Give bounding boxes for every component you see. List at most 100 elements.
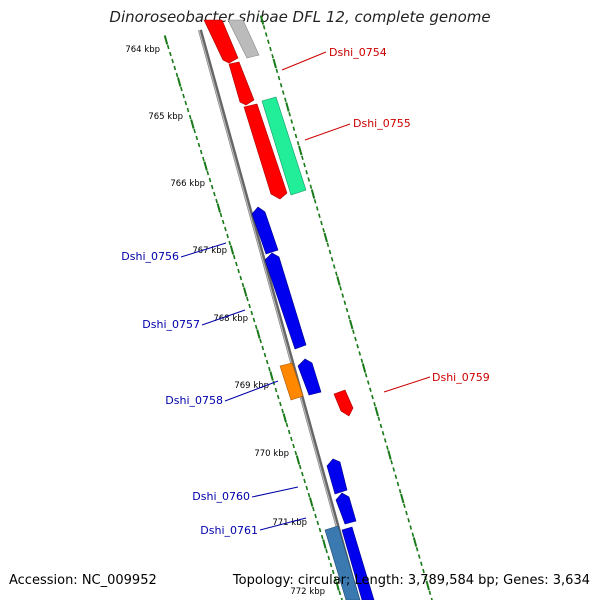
scale-tick-right bbox=[284, 97, 287, 102]
scale-tick-right bbox=[428, 590, 432, 595]
scale-tick-left bbox=[307, 492, 311, 498]
scale-tick-right bbox=[307, 177, 311, 182]
scale-tick-right bbox=[341, 293, 345, 298]
scale-tick-left bbox=[303, 478, 306, 484]
gene-labels: Dshi_0754 Dshi_0755 Dshi_0759 Dshi_0756 … bbox=[121, 46, 489, 537]
scale-tick-right bbox=[420, 561, 423, 566]
scale-label-768: 768 kbp bbox=[213, 314, 248, 324]
gene-feature[interactable] bbox=[261, 96, 307, 196]
scale-tick-right bbox=[277, 75, 281, 81]
scale-tick-right bbox=[361, 363, 367, 373]
scale-tick-right bbox=[267, 39, 270, 44]
scale-tick-left bbox=[254, 324, 258, 330]
scale-label-766: 766 kbp bbox=[170, 179, 205, 189]
scale-tick-left bbox=[163, 35, 169, 45]
scale-tick-right bbox=[310, 189, 316, 199]
scale-tick-left bbox=[193, 128, 196, 134]
gene-feature[interactable] bbox=[341, 526, 375, 600]
scale-tick-right bbox=[371, 394, 374, 400]
scale-label-772: 772 kbp bbox=[290, 587, 325, 597]
scale-tick-left bbox=[239, 275, 243, 281]
scale-tick-left bbox=[206, 170, 210, 176]
scale-tick-left bbox=[219, 212, 223, 218]
scale-tick-left bbox=[295, 455, 301, 465]
scale-tick-left bbox=[298, 464, 302, 470]
scale-tick-right bbox=[369, 387, 372, 392]
scale-tick-right bbox=[328, 249, 332, 255]
gene-feature[interactable] bbox=[228, 61, 255, 106]
scale-tick-left bbox=[316, 520, 320, 526]
scale-tick-right bbox=[403, 503, 406, 508]
scale-tick-left bbox=[314, 513, 317, 519]
scale-tick-right bbox=[405, 510, 408, 516]
scale-tick-right bbox=[290, 119, 294, 124]
gene-feature[interactable] bbox=[264, 252, 307, 350]
gene-label-dshi-0761[interactable]: Dshi_0761 bbox=[200, 524, 258, 537]
scale-tick-left bbox=[294, 450, 298, 456]
scale-tick-right bbox=[288, 112, 291, 117]
scale-tick-left bbox=[325, 548, 328, 554]
scale-tick-left bbox=[279, 401, 282, 407]
scale-tick-right bbox=[303, 162, 306, 168]
scale-tracks bbox=[163, 15, 433, 600]
scale-tick-left bbox=[243, 287, 248, 297]
gene-feature[interactable] bbox=[243, 103, 288, 200]
scale-tick-right bbox=[356, 344, 359, 349]
gene-feature[interactable] bbox=[227, 19, 260, 59]
gene-feature[interactable] bbox=[333, 389, 354, 417]
gene-feature[interactable] bbox=[251, 206, 279, 255]
scale-tick-left bbox=[203, 161, 208, 171]
gene-label-dshi-0758[interactable]: Dshi_0758 bbox=[165, 394, 223, 407]
scale-tick-left bbox=[213, 191, 216, 197]
scale-tick-right bbox=[322, 228, 325, 233]
scale-tick-left bbox=[331, 569, 335, 575]
scale-tick-left bbox=[215, 198, 218, 204]
scale-tick-right bbox=[301, 155, 304, 160]
scale-tick-left bbox=[287, 429, 291, 435]
scale-tick-right bbox=[343, 300, 347, 305]
gene-feature[interactable] bbox=[297, 358, 322, 396]
scale-tick-right bbox=[373, 402, 376, 407]
scale-tick-right bbox=[298, 145, 303, 156]
scale-tick-left bbox=[259, 338, 262, 344]
gene-label-dshi-0755[interactable]: Dshi_0755 bbox=[353, 117, 411, 130]
scale-tick-right bbox=[425, 580, 430, 591]
scale-tick-right bbox=[383, 438, 387, 443]
scale-tick-right bbox=[377, 416, 381, 421]
gene-label-dshi-0754[interactable]: Dshi_0754 bbox=[329, 46, 387, 59]
scale-tick-right bbox=[296, 141, 300, 146]
gene-label-dshi-0756[interactable]: Dshi_0756 bbox=[121, 250, 179, 263]
genes-left bbox=[203, 19, 375, 600]
scale-tick-left bbox=[173, 65, 177, 71]
scale-tick-left bbox=[210, 184, 214, 190]
scale-tick-right bbox=[424, 576, 427, 581]
scale-tick-left bbox=[232, 254, 236, 260]
scale-tick-left bbox=[301, 471, 304, 477]
gene-label-dshi-0759[interactable]: Dshi_0759 bbox=[432, 371, 490, 384]
gene-feature[interactable] bbox=[326, 458, 348, 495]
gene-feature[interactable] bbox=[324, 525, 361, 600]
scale-tick-right bbox=[398, 489, 402, 494]
scale-tick-right bbox=[272, 58, 277, 69]
scale-tick-right bbox=[259, 15, 265, 25]
gene-label-dshi-0757[interactable]: Dshi_0757 bbox=[142, 318, 200, 331]
scale-tick-left bbox=[322, 539, 327, 549]
gene-feature[interactable] bbox=[279, 362, 304, 401]
label-leaders bbox=[180, 51, 431, 531]
scale-tick-left bbox=[188, 114, 192, 120]
scale-tick-right bbox=[392, 467, 396, 472]
scale-tick-left bbox=[224, 226, 227, 232]
scale-tick-left bbox=[290, 436, 293, 442]
scale-tick-left bbox=[285, 422, 289, 428]
scale-tick-right bbox=[360, 358, 364, 363]
gene-label-dshi-0760[interactable]: Dshi_0760 bbox=[192, 490, 250, 503]
scale-label-765: 765 kbp bbox=[148, 112, 183, 122]
scale-tick-left bbox=[256, 329, 261, 339]
scale-tick-right bbox=[412, 537, 418, 547]
scale-tick-right bbox=[366, 380, 370, 385]
gene-feature[interactable] bbox=[203, 19, 239, 64]
scale-tick-left bbox=[184, 100, 188, 106]
gene-feature[interactable] bbox=[335, 492, 357, 525]
scale-tick-right bbox=[358, 351, 362, 356]
scale-tick-right bbox=[275, 68, 279, 73]
